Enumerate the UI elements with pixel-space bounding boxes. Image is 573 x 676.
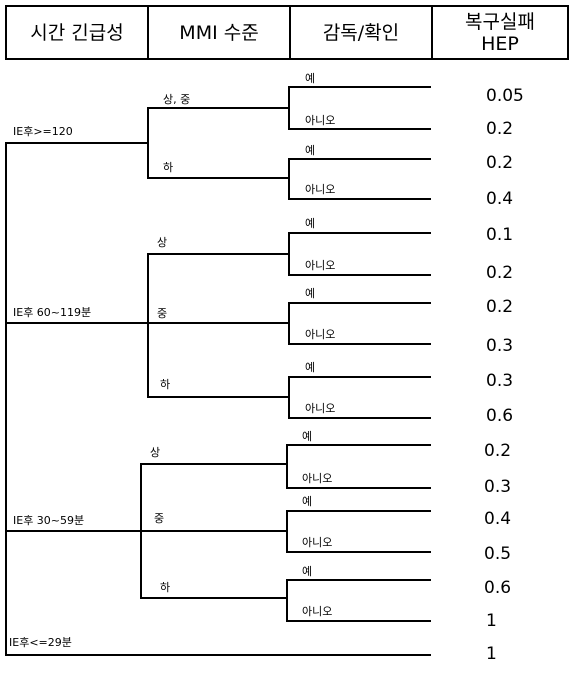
supervision-yes-label: 예 — [302, 430, 312, 443]
supervision-no-label: 아니오 — [305, 259, 335, 272]
header-supervision-label: 감독/확인 — [322, 21, 400, 44]
hep-value: 1 — [486, 644, 497, 664]
supervision-yes-label: 예 — [302, 565, 312, 578]
hep-value: 0.2 — [486, 297, 513, 317]
mmi-level-label: 상 — [150, 446, 160, 459]
supervision-yes-label: 예 — [305, 217, 315, 230]
hep-value: 0.1 — [486, 225, 513, 245]
mmi-level-label: 상 — [157, 236, 167, 249]
supervision-yes-label: 예 — [305, 72, 315, 85]
hep-value: 0.2 — [486, 263, 513, 283]
supervision-no-label: 아니오 — [302, 605, 332, 618]
supervision-yes-label: 예 — [305, 287, 315, 300]
supervision-yes-label: 예 — [305, 361, 315, 374]
hep-value: 0.2 — [484, 441, 511, 461]
hep-value: 0.2 — [486, 153, 513, 173]
mmi-level-label: 중 — [154, 512, 164, 525]
supervision-yes-label: 예 — [305, 144, 315, 157]
supervision-no-label: 아니오 — [305, 402, 335, 415]
hep-value: 0.5 — [484, 544, 511, 564]
mmi-level-label: 하 — [160, 377, 170, 391]
supervision-no-label: 아니오 — [305, 328, 335, 341]
supervision-no-label: 아니오 — [305, 183, 335, 196]
header-mmi-level: MMI 수준 — [147, 5, 291, 60]
hep-value: 0.3 — [486, 336, 513, 356]
hep-value: 1 — [486, 611, 497, 631]
header-hep-label: HEP — [481, 32, 519, 55]
mmi-level-label: 상, 중 — [163, 93, 190, 106]
hep-value: 0.4 — [484, 509, 511, 529]
hep-value: 0.6 — [484, 578, 511, 598]
hep-value: 0.3 — [486, 371, 513, 391]
supervision-yes-label: 예 — [302, 495, 312, 508]
hep-value: 0.2 — [486, 119, 513, 139]
hep-value: 0.6 — [486, 406, 513, 426]
hep-value: 0.4 — [486, 189, 513, 209]
time-branch-label: IE후 60~119분 — [13, 306, 91, 319]
supervision-no-label: 아니오 — [305, 114, 335, 127]
time-branch-label: IE후<=29분 — [9, 636, 72, 649]
header-time-urgency: 시간 긴급성 — [5, 5, 149, 60]
header-time-urgency-label: 시간 긴급성 — [30, 21, 124, 44]
hep-value: 0.3 — [484, 477, 511, 497]
time-branch-label: IE후>=120 — [13, 125, 73, 138]
hep-value: 0.05 — [486, 86, 524, 106]
header-recovery-hep: 복구실패 HEP — [431, 5, 569, 60]
supervision-no-label: 아니오 — [302, 536, 332, 549]
header-recovery-label: 복구실패 — [465, 10, 535, 33]
header-supervision: 감독/확인 — [289, 5, 433, 60]
mmi-level-label: 하 — [160, 580, 170, 594]
mmi-level-label: 중 — [157, 307, 167, 320]
header-mmi-level-label: MMI 수준 — [179, 21, 259, 44]
time-branch-label: IE후 30~59분 — [13, 514, 84, 527]
supervision-no-label: 아니오 — [302, 472, 332, 485]
mmi-level-label: 하 — [163, 160, 173, 174]
